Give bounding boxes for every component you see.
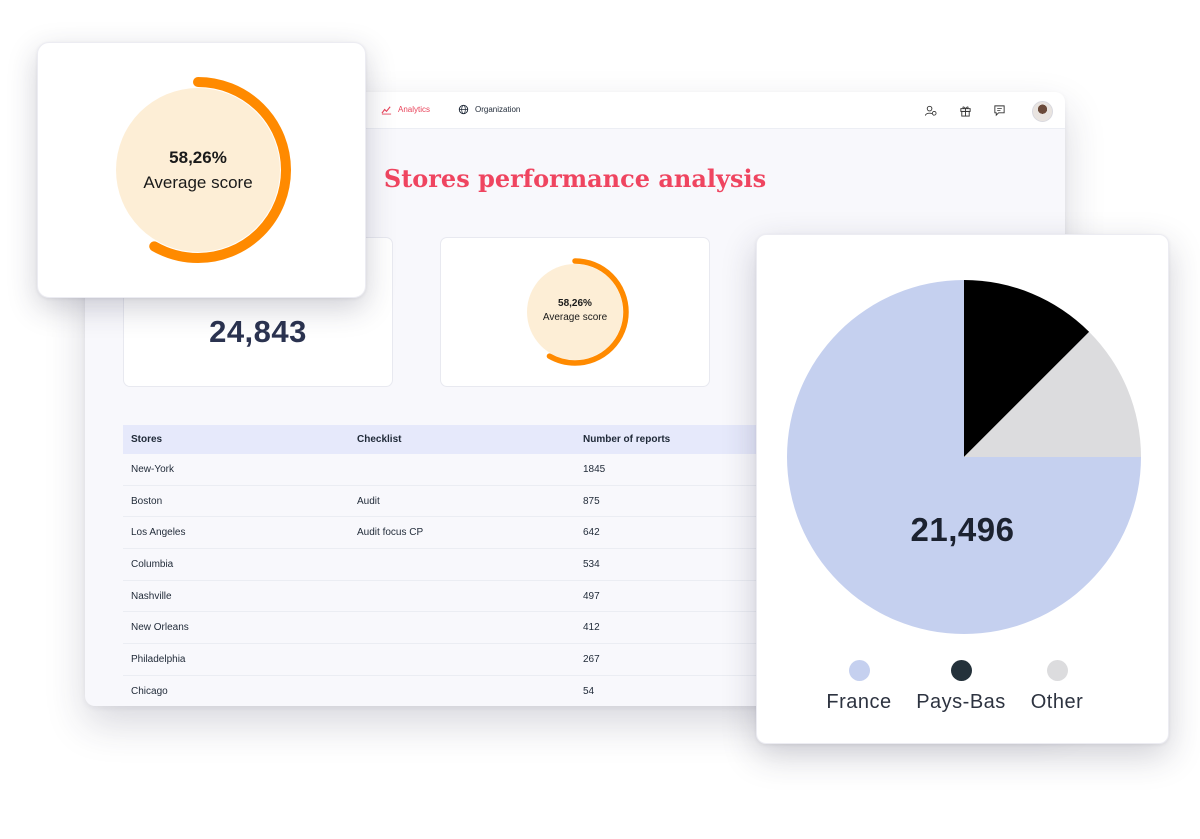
gift-icon[interactable] xyxy=(959,104,972,117)
score-donut-fill xyxy=(527,264,623,360)
table-row[interactable]: Chicago 54 xyxy=(123,676,803,706)
table-row[interactable]: Philadelphia 267 xyxy=(123,644,803,676)
pie-center-value: 21,496 xyxy=(910,511,1015,548)
stores-table: Stores Checklist Number of reports New-Y… xyxy=(123,425,803,706)
table-row[interactable]: Boston Audit 875 xyxy=(123,486,803,518)
cell-store: Chicago xyxy=(131,685,168,697)
pie-slice-other[interactable] xyxy=(964,331,1141,457)
score-label: Average score xyxy=(542,312,608,323)
kpi-card-score: 58,26% Average score xyxy=(440,237,710,387)
cell-store: Boston xyxy=(131,495,163,507)
nav-analytics[interactable]: Analytics xyxy=(381,104,430,115)
legend-dot-france xyxy=(848,660,870,681)
header-stores[interactable]: Stores xyxy=(131,434,163,445)
cell-reports: 267 xyxy=(583,653,600,665)
cell-reports: 497 xyxy=(583,590,600,602)
cell-store: Columbia xyxy=(131,558,174,570)
nav-organization[interactable]: Organization xyxy=(458,104,520,115)
legend-label-pays-bas: Pays-Bas xyxy=(916,691,1006,713)
pie-chart xyxy=(787,280,1141,634)
legend-item-pays-bas[interactable]: Pays-Bas xyxy=(906,660,1016,714)
nav-analytics-label: Analytics xyxy=(398,105,431,114)
floating-score-donut: 58,26% Average score xyxy=(101,73,295,267)
legend-dot-other xyxy=(1046,660,1068,681)
legend-dot-pays-bas xyxy=(950,660,972,681)
floating-score-label: Average score xyxy=(143,173,253,192)
legend-item-france[interactable]: France xyxy=(804,660,914,714)
floating-score-percent: 58,26% xyxy=(169,148,227,167)
cell-store: Nashville xyxy=(131,590,172,602)
floating-progress-arc xyxy=(105,77,291,263)
table-row[interactable]: New Orleans 412 xyxy=(123,612,803,645)
table-row[interactable]: New-York 1845 xyxy=(123,454,803,486)
cell-reports: 875 xyxy=(583,495,600,507)
pie-slice-pays-bas[interactable] xyxy=(964,280,1090,457)
score-progress-arc xyxy=(521,258,629,366)
floating-score-card: 58,26% Average score xyxy=(37,42,366,298)
add-user-icon[interactable] xyxy=(924,104,937,117)
table-row[interactable]: Columbia 534 xyxy=(123,549,803,581)
table-row[interactable]: Los Angeles Audit focus CP 642 xyxy=(123,517,803,550)
cell-reports: 412 xyxy=(583,622,600,634)
chat-icon[interactable] xyxy=(993,104,1006,117)
legend-label-france: France xyxy=(826,691,892,713)
globe-icon xyxy=(458,104,469,115)
cell-checklist: Audit focus CP xyxy=(357,527,424,539)
cell-reports: 1845 xyxy=(583,463,606,475)
nav-organization-label: Organization xyxy=(475,105,521,114)
table-row[interactable]: Nashville 497 xyxy=(123,581,803,613)
table-header: Stores Checklist Number of reports xyxy=(123,425,803,454)
header-checklist[interactable]: Checklist xyxy=(357,434,402,445)
avatar[interactable] xyxy=(1032,101,1053,122)
cell-checklist: Audit xyxy=(357,495,380,507)
score-percent: 58,26% xyxy=(558,298,592,309)
legend-item-other[interactable]: Other xyxy=(1002,660,1112,714)
score-donut: 58,26% Average score xyxy=(519,256,631,368)
cell-store: Philadelphia xyxy=(131,653,186,665)
cell-store: New-York xyxy=(131,463,174,475)
pie-chart-card: 21,496 France Pays-Bas Other xyxy=(756,234,1169,744)
cell-reports: 642 xyxy=(583,527,600,539)
legend-label-other: Other xyxy=(1030,691,1084,713)
chart-icon xyxy=(381,106,392,115)
cell-reports: 54 xyxy=(583,685,595,697)
cell-store: New Orleans xyxy=(131,622,189,634)
kpi-total-value: 24,843 xyxy=(209,314,307,349)
cell-reports: 534 xyxy=(583,558,600,570)
cell-store: Los Angeles xyxy=(131,527,186,539)
header-reports[interactable]: Number of reports xyxy=(583,434,671,445)
floating-donut-fill xyxy=(116,88,280,252)
page-title: Stores performance analysis xyxy=(383,164,767,193)
